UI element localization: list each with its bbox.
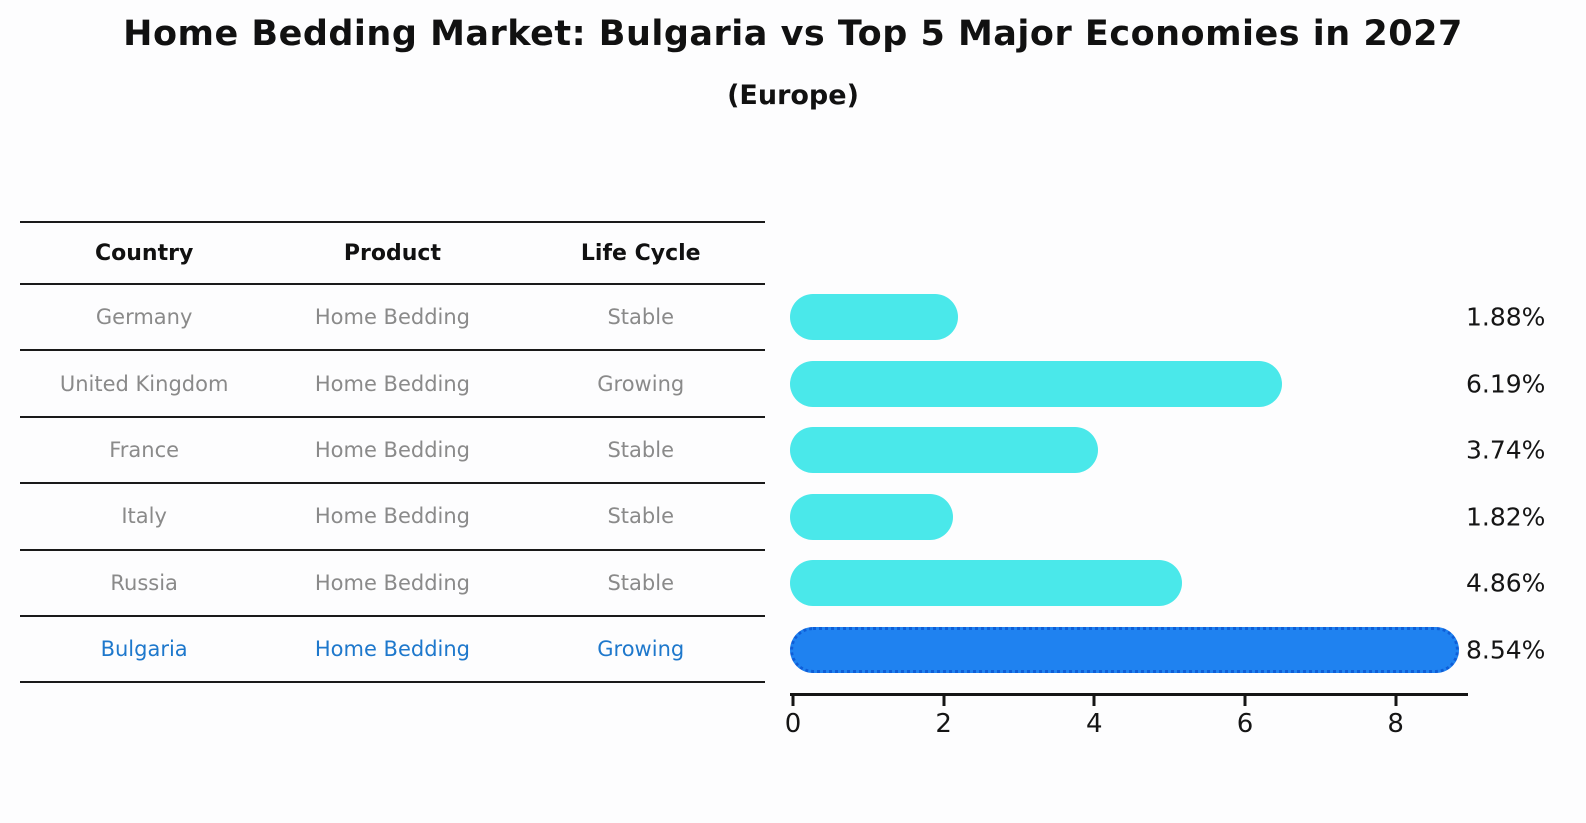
cell-lifecycle: Stable <box>607 570 674 595</box>
value-bar <box>790 626 1460 673</box>
table-row: Italy Home Bedding Stable <box>20 484 765 551</box>
header-cell-lifecycle: Life Cycle <box>580 240 701 266</box>
page-subtitle: (Europe) <box>727 80 859 111</box>
cell-lifecycle: Growing <box>597 371 685 396</box>
value-bar <box>790 560 1183 607</box>
cell-lifecycle: Growing <box>597 637 685 662</box>
comparison-table: Country Product Life Cycle Germany Home B… <box>20 221 765 684</box>
bar-row: 4.86% <box>790 550 1545 617</box>
page-title: Home Bedding Market: Bulgaria vs Top 5 M… <box>123 14 1463 54</box>
value-label: 1.82% <box>1466 502 1546 532</box>
axis-tick <box>791 696 795 706</box>
cell-lifecycle: Stable <box>607 437 674 462</box>
axis-tick-label: 8 <box>1387 709 1404 739</box>
axis-tick-label: 6 <box>1236 709 1254 739</box>
table-row: Bulgaria Home Bedding Growing <box>20 617 765 684</box>
value-label: 4.86% <box>1466 568 1546 598</box>
cell-country: Italy <box>121 504 167 529</box>
value-label: 6.19% <box>1466 369 1546 399</box>
cell-country: Russia <box>110 570 178 595</box>
table-row: United Kingdom Home Bedding Growing <box>20 351 765 418</box>
cell-country: United Kingdom <box>59 371 229 396</box>
value-bar <box>790 360 1283 407</box>
cell-country: Bulgaria <box>100 637 188 662</box>
bar-row: 1.88% <box>790 284 1545 351</box>
axis-tick <box>1394 696 1398 706</box>
value-bar <box>790 427 1098 474</box>
table-row: France Home Bedding Stable <box>20 418 765 485</box>
header-cell-country: Country <box>95 240 194 266</box>
table-row: Germany Home Bedding Stable <box>20 285 765 352</box>
axis-tick-label: 4 <box>1086 709 1103 739</box>
bar-chart: 1.88% 6.19% 3.74% 1.82% 4.86% 8.54% <box>790 284 1545 684</box>
value-label: 1.88% <box>1466 302 1546 332</box>
cell-lifecycle: Stable <box>607 504 674 529</box>
table-body: Germany Home Bedding Stable United Kingdom H… <box>20 285 765 684</box>
x-axis-line <box>790 693 1468 696</box>
cell-product: Home Bedding <box>314 305 471 330</box>
value-bar <box>790 493 954 540</box>
value-label: 3.74% <box>1466 435 1546 465</box>
x-axis: 0 2 4 6 8 <box>785 693 1468 753</box>
cell-product: Home Bedding <box>314 570 471 595</box>
axis-tick-label: 0 <box>784 709 802 739</box>
axis-tick <box>1243 696 1247 706</box>
cell-product: Home Bedding <box>314 437 471 462</box>
bar-row: 3.74% <box>790 417 1545 484</box>
value-label: 8.54% <box>1466 635 1546 665</box>
axis-tick <box>1092 696 1096 706</box>
cell-product: Home Bedding <box>314 371 471 396</box>
table-header-row: Country Product Life Cycle <box>20 223 765 285</box>
table-row: Russia Home Bedding Stable <box>20 551 765 617</box>
cell-country: Germany <box>95 305 193 330</box>
axis-tick <box>942 696 946 706</box>
cell-product: Home Bedding <box>314 504 471 529</box>
header-cell-product: Product <box>343 240 441 266</box>
axis-tick-label: 2 <box>935 709 952 739</box>
cell-lifecycle: Stable <box>607 305 674 330</box>
bar-row: 8.54% <box>790 617 1545 684</box>
bar-row: 6.19% <box>790 351 1545 418</box>
bar-row: 1.82% <box>790 484 1545 551</box>
cell-country: France <box>109 437 180 462</box>
value-bar <box>790 294 958 341</box>
cell-product: Home Bedding <box>314 637 471 662</box>
